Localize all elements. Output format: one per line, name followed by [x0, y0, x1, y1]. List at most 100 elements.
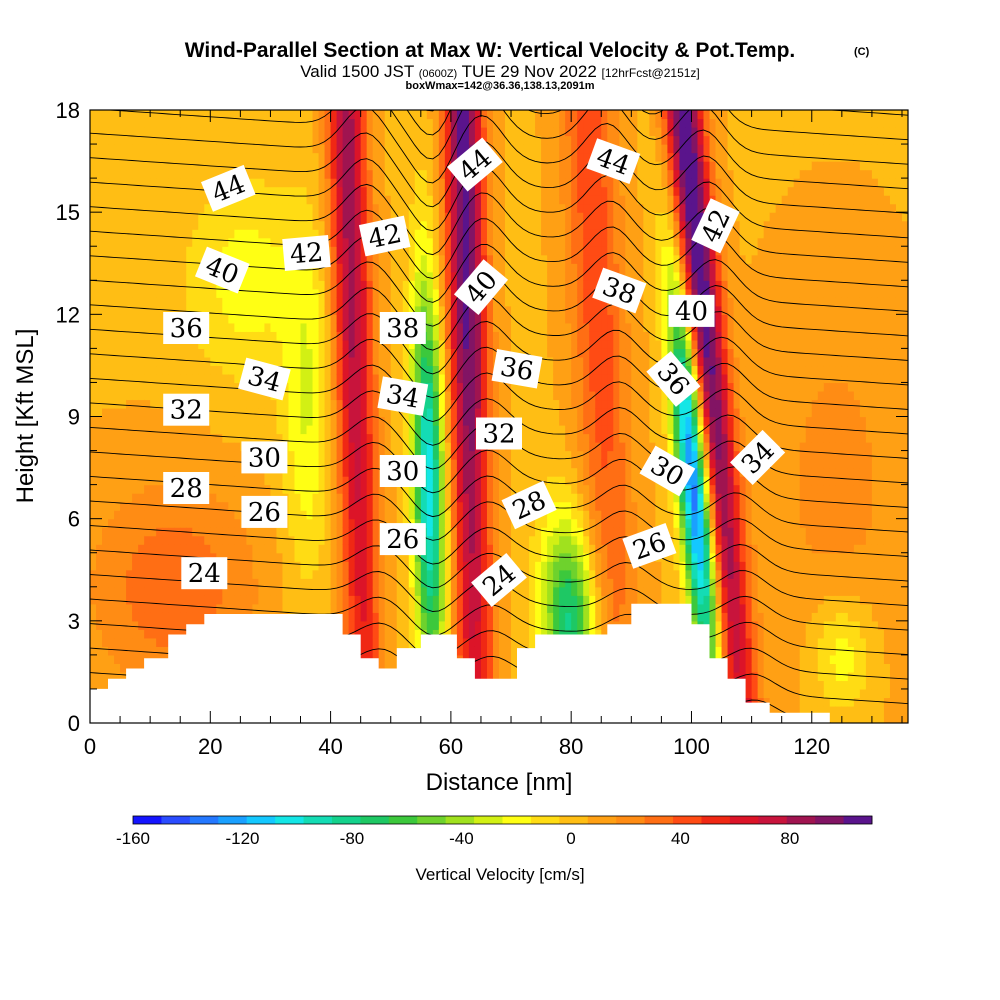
velocity-cell — [366, 390, 374, 401]
velocity-cell — [180, 586, 187, 596]
velocity-cell — [342, 127, 350, 137]
velocity-cell — [348, 254, 356, 264]
velocity-cell — [132, 603, 139, 613]
velocity-cell — [444, 501, 452, 511]
velocity-cell — [90, 118, 97, 128]
velocity-cell — [372, 629, 380, 639]
velocity-cell — [216, 127, 223, 137]
velocity-cell — [354, 450, 362, 460]
velocity-cell — [132, 297, 139, 307]
velocity-cell — [180, 203, 187, 213]
velocity-cell — [312, 510, 320, 520]
velocity-cell — [462, 399, 470, 409]
velocity-cell — [276, 578, 284, 588]
velocity-cell — [144, 527, 151, 537]
velocity-cell — [438, 603, 446, 613]
velocity-cell — [90, 416, 97, 426]
velocity-cell — [132, 220, 139, 230]
velocity-cell — [120, 305, 127, 315]
velocity-cell — [432, 620, 440, 630]
velocity-cell — [276, 314, 284, 324]
velocity-cell — [468, 501, 476, 511]
velocity-cell — [354, 144, 362, 154]
velocity-cell — [108, 314, 115, 324]
velocity-cell — [210, 459, 217, 469]
velocity-cell — [252, 544, 260, 554]
velocity-cell — [468, 569, 476, 579]
velocity-cell — [282, 229, 290, 239]
velocity-cell — [144, 595, 151, 605]
velocity-cell — [354, 169, 362, 179]
velocity-cell — [210, 152, 217, 162]
velocity-cell — [474, 135, 482, 145]
velocity-cell — [384, 493, 392, 503]
velocity-cell — [162, 339, 169, 349]
velocity-cell — [168, 442, 175, 452]
velocity-cell — [318, 450, 326, 460]
velocity-cell — [150, 646, 157, 656]
velocity-cell — [216, 152, 223, 162]
velocity-cell — [204, 501, 211, 511]
velocity-cell — [330, 161, 338, 171]
velocity-cell — [282, 476, 290, 486]
velocity-cell — [330, 382, 338, 392]
velocity-cell — [204, 518, 211, 528]
velocity-cell — [444, 331, 452, 341]
velocity-cell — [126, 535, 133, 545]
velocity-cell — [180, 135, 187, 145]
velocity-cell — [102, 569, 109, 579]
velocity-cell — [120, 595, 127, 605]
velocity-cell — [156, 595, 163, 605]
velocity-cell — [318, 229, 326, 239]
velocity-cell — [102, 620, 109, 630]
velocity-cell — [486, 620, 494, 630]
velocity-cell — [486, 127, 494, 137]
velocity-cell — [186, 425, 193, 435]
velocity-cell — [426, 535, 434, 545]
velocity-cell — [300, 544, 308, 554]
velocity-cell — [150, 339, 157, 349]
velocity-cell — [330, 501, 338, 511]
velocity-cell — [456, 637, 464, 647]
velocity-cell — [294, 118, 302, 128]
velocity-cell — [264, 254, 272, 264]
velocity-cell — [108, 552, 115, 562]
velocity-cell — [384, 442, 392, 452]
velocity-cell — [270, 229, 278, 239]
velocity-cell — [108, 229, 115, 239]
velocity-cell — [210, 501, 217, 511]
velocity-cell — [276, 322, 284, 332]
velocity-cell — [408, 569, 416, 579]
velocity-cell — [408, 110, 416, 120]
velocity-cell — [222, 527, 229, 537]
velocity-cell — [276, 144, 284, 154]
velocity-cell — [300, 373, 308, 384]
velocity-cell — [204, 373, 211, 384]
velocity-cell — [156, 518, 163, 528]
velocity-cell — [246, 390, 253, 401]
velocity-cell — [90, 127, 97, 137]
velocity-cell — [499, 203, 506, 213]
velocity-cell — [456, 544, 464, 554]
velocity-cell — [456, 203, 464, 213]
velocity-cell — [234, 373, 241, 384]
velocity-cell — [90, 254, 97, 264]
velocity-cell — [348, 110, 356, 120]
subtitle-utc: (0600Z) — [419, 68, 458, 80]
velocity-cell — [90, 331, 97, 341]
velocity-cell — [276, 118, 284, 128]
velocity-cell — [354, 178, 362, 188]
velocity-cell — [336, 510, 344, 520]
velocity-cell — [252, 288, 260, 298]
velocity-cell — [168, 365, 175, 375]
velocity-cell — [336, 442, 344, 452]
velocity-cell — [138, 373, 145, 384]
velocity-cell — [258, 212, 266, 222]
velocity-cell — [132, 178, 139, 188]
velocity-cell — [414, 220, 422, 230]
velocity-cell — [240, 476, 247, 486]
velocity-cell — [456, 373, 464, 384]
velocity-cell — [144, 203, 151, 213]
velocity-cell — [174, 569, 181, 579]
velocity-cell — [96, 399, 103, 409]
